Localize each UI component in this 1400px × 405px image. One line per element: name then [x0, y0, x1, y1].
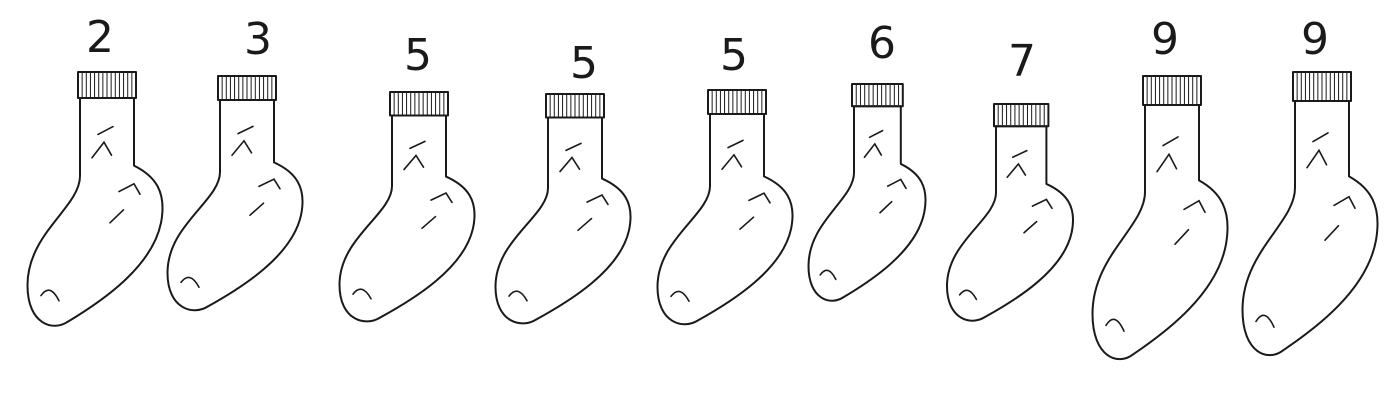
sock-number: 9: [1151, 14, 1179, 65]
sock-number: 6: [868, 18, 896, 69]
sock-icon: [494, 93, 632, 325]
sock-number: 2: [86, 12, 114, 63]
sock-body: [656, 113, 794, 326]
sock-body: [338, 114, 476, 323]
sock-body: [26, 97, 164, 327]
sock-body: [946, 125, 1074, 322]
sock-body: [494, 116, 632, 325]
sock-number: 9: [1301, 14, 1329, 65]
sock-cuff: [1292, 71, 1352, 102]
sock-icon: [166, 75, 304, 312]
sock-cuff: [389, 91, 449, 117]
sock-body: [807, 105, 927, 302]
sock-number: 3: [244, 14, 272, 65]
sock-icon: [338, 91, 476, 323]
sock-number: 5: [570, 38, 598, 89]
sock-number: 7: [1008, 36, 1036, 87]
sock-number: 5: [720, 30, 748, 81]
sock-body: [166, 99, 304, 312]
sock-cuff: [77, 71, 137, 99]
sock-body: [1241, 100, 1379, 356]
sock-cuff: [993, 103, 1050, 128]
sock-cuff: [707, 89, 767, 115]
sock-icon: [1091, 75, 1229, 360]
sock-icon: [26, 71, 164, 327]
sock-cuff: [545, 93, 605, 119]
sock-cuff: [851, 83, 904, 108]
sock-body: [1091, 104, 1229, 360]
sock-icon: [807, 83, 927, 302]
sock-number: 5: [404, 30, 432, 81]
sock-icon: [946, 103, 1074, 322]
sock-icon: [656, 89, 794, 326]
sock-cuff: [217, 75, 277, 101]
sock-cuff: [1142, 75, 1202, 106]
sock-icon: [1241, 71, 1379, 356]
